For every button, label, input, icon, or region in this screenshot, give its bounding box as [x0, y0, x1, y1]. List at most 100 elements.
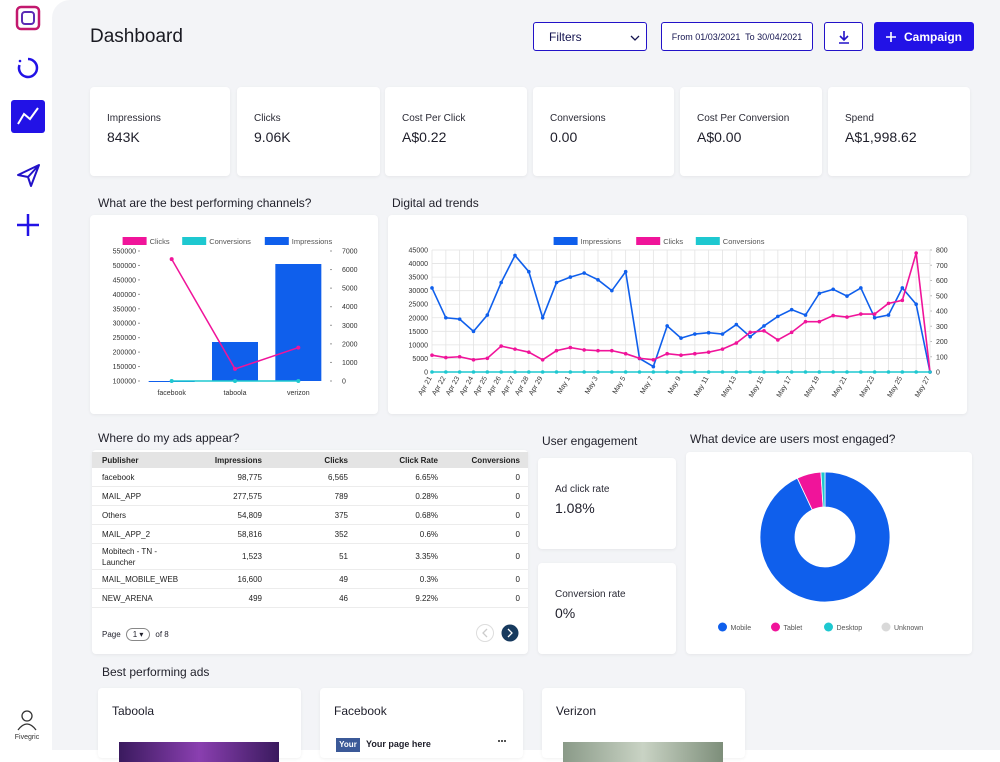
point: [582, 271, 586, 275]
refresh-icon[interactable]: [17, 57, 39, 79]
y-tick-label: 500000: [113, 263, 136, 270]
point: [623, 370, 628, 374]
analytics-icon[interactable]: [11, 100, 45, 133]
point: [734, 322, 739, 327]
point: [596, 278, 600, 282]
x-tick-label: verizon: [287, 390, 310, 397]
point: [485, 356, 490, 361]
point: [720, 347, 725, 351]
add-icon[interactable]: [17, 214, 39, 236]
legend-swatch: [182, 237, 207, 245]
point: [886, 301, 891, 306]
point: [859, 370, 863, 374]
table-cell: MAIL_APP_2: [92, 524, 188, 544]
point: [623, 351, 628, 356]
ad-image: [563, 742, 723, 762]
legend-swatch: [718, 622, 727, 632]
point: [513, 370, 517, 374]
point: [748, 334, 752, 339]
ad-preview: Your page here: [366, 739, 431, 749]
send-icon[interactable]: [17, 164, 40, 187]
x-tick-label: May 15: [748, 375, 766, 398]
legend-swatch: [771, 622, 780, 632]
filters-button[interactable]: Filters: [533, 22, 647, 51]
table-header: Publisher Impressions Clicks Click Rate Conv…: [92, 452, 528, 468]
point: [568, 275, 573, 279]
kpi-card: Impressions 843K: [90, 87, 230, 176]
page-count: of 8: [155, 630, 169, 639]
trends-chart: Impressions Clicks Conversions050001000015…: [409, 237, 948, 399]
point: [831, 370, 835, 374]
table-cell: 0: [446, 505, 528, 525]
legend-swatch: [553, 237, 578, 245]
kpi-value: 9.06K: [254, 129, 291, 145]
filters-label: Filters: [549, 29, 582, 44]
placements-table: Publisher Impressions Clicks Click Rate Conv…: [92, 452, 528, 608]
point: [776, 338, 780, 342]
table-cell: 51: [270, 543, 356, 570]
point: [693, 332, 697, 336]
kpi-value: 0.00: [550, 129, 578, 145]
bar: [212, 342, 258, 381]
ad-card: Verizon: [542, 688, 745, 762]
user-icon[interactable]: [17, 710, 37, 731]
point: [623, 269, 628, 274]
table-cell: facebook: [92, 468, 188, 487]
y2-tick-label: 7000: [342, 249, 358, 256]
point: [610, 348, 614, 353]
prev-page[interactable]: [476, 624, 494, 642]
point: [900, 286, 905, 290]
point: [527, 350, 531, 354]
y2-tick-label: 200: [936, 339, 948, 346]
instagram-icon[interactable]: [15, 5, 41, 31]
y2-tick-label: 6000: [342, 267, 358, 274]
point: [233, 366, 237, 371]
table-cell: 0.28%: [356, 486, 446, 506]
point: [430, 370, 434, 374]
point: [430, 353, 434, 358]
kpi-label: Conversions: [550, 113, 606, 124]
y-tick-label: 0: [424, 370, 428, 377]
legend-label: Mobile: [731, 625, 752, 632]
channels-chart: Clicks Conversions Impressions 100000 150000…: [113, 237, 358, 397]
point: [859, 312, 863, 316]
point: [734, 370, 739, 374]
next-page[interactable]: [501, 624, 519, 642]
point: [596, 348, 600, 353]
point: [499, 344, 503, 348]
y2-tick-label: 3000: [342, 323, 358, 330]
slice: [759, 471, 891, 603]
legend-label: Impressions: [581, 237, 622, 246]
column-header: Click Rate: [356, 452, 446, 468]
page-select[interactable]: 1 ▾: [125, 628, 151, 641]
point: [554, 280, 559, 285]
y-tick-label: 20000: [409, 315, 429, 322]
point: [914, 251, 918, 255]
x-tick-label: May 27: [914, 375, 932, 398]
date-range-button[interactable]: From 01/03/2021 To 30/04/2021: [661, 22, 813, 51]
point: [485, 313, 490, 317]
date-range-label: From 01/03/2021 To 30/04/2021: [671, 31, 803, 42]
x-tick-label: May 1: [556, 375, 572, 395]
kpi-value: A$1,998.62: [845, 129, 917, 145]
point: [748, 330, 752, 335]
y-tick-label: 550000: [113, 249, 136, 256]
y2-tick-label: 0: [342, 379, 346, 386]
point: [540, 370, 545, 374]
table-cell: Mobitech - TN - Launcher: [92, 543, 188, 570]
download-button[interactable]: [824, 22, 863, 51]
point: [776, 314, 780, 319]
point: [568, 345, 573, 350]
chevron-icon: [630, 35, 640, 41]
x-tick-label: Apr 29: [528, 375, 544, 396]
legend-swatch: [695, 237, 720, 245]
legend-label: Tablet: [784, 625, 803, 632]
legend-label: Conversions: [209, 237, 251, 246]
point: [233, 379, 237, 383]
point: [817, 370, 822, 374]
y-tick-label: 100000: [113, 379, 136, 386]
campaign-button[interactable]: Campaign: [874, 22, 974, 51]
legend-swatch: [881, 622, 891, 632]
table-row: MAIL_APP_2 58,816 352 0.6% 0: [92, 524, 528, 544]
